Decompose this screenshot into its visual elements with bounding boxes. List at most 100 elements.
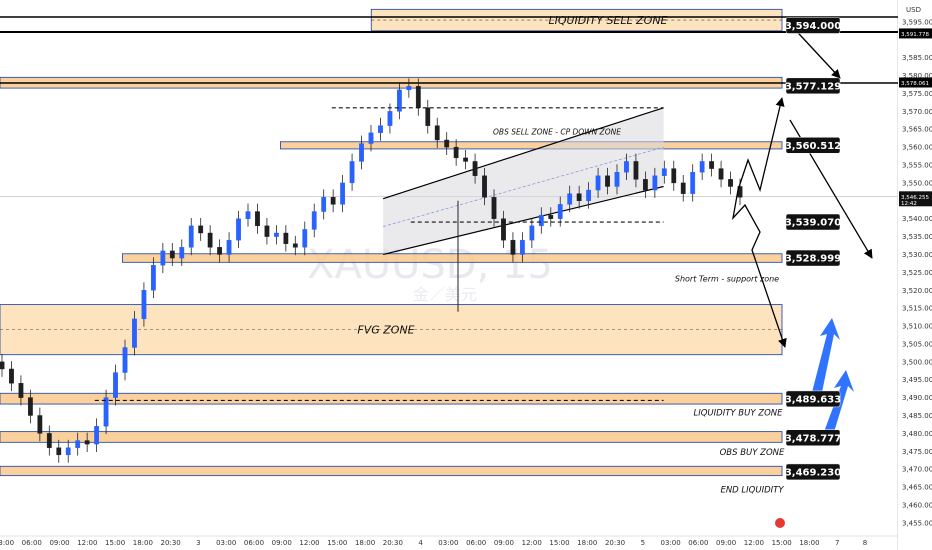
time-tick-label: 15:00 bbox=[327, 539, 347, 547]
time-tick-label: 4 bbox=[418, 539, 423, 547]
candle-bull bbox=[273, 232, 279, 237]
time-tick-label: 03:00 bbox=[438, 539, 458, 547]
currency-label: USD bbox=[906, 6, 921, 14]
time-tick-label: 3 bbox=[196, 539, 200, 547]
price-axis[interactable]: USD 3,595.000 3,585.000 3,580.000 3,575.000 3… bbox=[898, 0, 932, 550]
candle-bull bbox=[236, 218, 241, 241]
time-tick-label: 06:00 bbox=[688, 539, 708, 547]
candle-bear bbox=[633, 161, 639, 180]
channel-lower-line bbox=[383, 185, 664, 256]
level-box-bg bbox=[785, 17, 841, 34]
zone-label-3: Short Term - support zone bbox=[675, 274, 779, 283]
zone-label-6: OBS BUY ZONE bbox=[720, 448, 785, 458]
blue-up-arrow-0 bbox=[810, 318, 840, 402]
level-box-bg bbox=[785, 390, 841, 408]
time-tick-label: 18:00 bbox=[577, 539, 597, 547]
candle-bull bbox=[188, 225, 194, 248]
candle-bull bbox=[226, 239, 232, 255]
candle-bull bbox=[340, 182, 346, 205]
candle-bear bbox=[169, 250, 175, 259]
level-box-bg bbox=[785, 77, 841, 95]
candle-bear bbox=[576, 193, 582, 202]
price-tick-label: 3,550.000 bbox=[902, 179, 932, 187]
time-axis[interactable]: 03:00 06:00 09:00 12:00 15:00 18:00 20:30 3 03:0… bbox=[0, 518, 867, 547]
candle-bull bbox=[538, 214, 544, 227]
time-tick-label: 15:00 bbox=[105, 539, 125, 547]
watermark-sub: 金／美元 bbox=[413, 285, 477, 304]
candle-bear bbox=[510, 239, 516, 255]
channel-fill bbox=[383, 107, 664, 255]
price-tick-label: 3,465.000 bbox=[902, 484, 932, 492]
candle-bull bbox=[122, 347, 128, 373]
candle-bear bbox=[491, 197, 497, 219]
price-tick-label: 3,505.000 bbox=[902, 340, 932, 348]
zone-label-5: LIQUIDITY BUY ZONE bbox=[694, 408, 784, 418]
level-box-4: 3,528.999 bbox=[785, 249, 841, 267]
economic-event-icon bbox=[775, 518, 785, 528]
candle-bull bbox=[103, 397, 109, 427]
candle-bull bbox=[614, 171, 620, 187]
price-highlight-bg bbox=[899, 191, 932, 207]
candle-bull bbox=[624, 161, 629, 173]
candle-bull bbox=[557, 204, 563, 219]
candle-bear bbox=[27, 397, 33, 416]
candle-bear bbox=[264, 225, 270, 237]
candle-bull bbox=[396, 89, 402, 112]
time-tick-label: 03:00 bbox=[660, 539, 680, 547]
candle-bull bbox=[141, 290, 147, 320]
candle-bear bbox=[84, 440, 90, 445]
candle-bull bbox=[699, 161, 705, 173]
zones bbox=[0, 8, 898, 477]
price-tick-label: 3,495.000 bbox=[902, 376, 932, 384]
price-tick-label: 3,595.000 bbox=[902, 18, 932, 26]
candle-bull bbox=[179, 247, 185, 259]
dashed-lines bbox=[94, 107, 664, 402]
price-tick-label: 3,575.000 bbox=[902, 90, 932, 98]
time-tick-label: 09:00 bbox=[494, 539, 514, 547]
price-tick-label: 3,515.000 bbox=[902, 305, 932, 313]
zone-2 bbox=[280, 141, 783, 150]
zone-label-7: END LIQUIDITY bbox=[720, 485, 784, 495]
candle-bear bbox=[207, 232, 213, 248]
candle-bear bbox=[292, 243, 298, 248]
level-box-value: 3,560.512 bbox=[785, 141, 841, 152]
channel bbox=[382, 107, 664, 256]
candle-bull bbox=[245, 211, 251, 219]
price-tick-label: 3,530.000 bbox=[902, 251, 932, 259]
price-highlight-bg bbox=[899, 77, 932, 88]
candle-bear bbox=[425, 107, 431, 126]
candle-bear bbox=[9, 368, 14, 384]
price-tick-label: 3,560.000 bbox=[902, 144, 932, 152]
time-tick-label: 20:30 bbox=[161, 539, 181, 547]
candle-bull bbox=[75, 440, 81, 448]
candle-bull bbox=[519, 239, 525, 255]
price-tick-label: 3,490.000 bbox=[902, 394, 932, 402]
price-tick-label: 3,520.000 bbox=[902, 287, 932, 295]
candle-bear bbox=[453, 146, 459, 159]
candle-bear bbox=[283, 232, 289, 244]
candle-bear bbox=[482, 175, 487, 198]
price-tick-label: 3,470.000 bbox=[902, 466, 932, 474]
candle-bear bbox=[18, 383, 24, 398]
candle-bull bbox=[586, 189, 592, 202]
time-tick-label: 09:00 bbox=[272, 539, 292, 547]
zone-labels: LIQUIDITY SELL ZONE OBS SELL ZONE - CP DO… bbox=[357, 14, 785, 495]
candle-bull bbox=[160, 250, 166, 266]
candles bbox=[0, 78, 743, 463]
projection-arrow-0 bbox=[737, 97, 785, 193]
candle-bear bbox=[463, 157, 469, 162]
time-tick-label: 15:00 bbox=[549, 539, 569, 547]
level-box-6: 3,478.777 bbox=[785, 429, 841, 447]
level-box-value: 3,594.000 bbox=[785, 21, 841, 32]
time-tick-label: 12:00 bbox=[77, 539, 97, 547]
time-tick-label: 20:30 bbox=[383, 539, 403, 547]
candle-bear bbox=[680, 182, 686, 194]
candle-bull bbox=[368, 132, 374, 144]
level-box-bg bbox=[785, 463, 841, 481]
candle-bear bbox=[415, 86, 421, 108]
candle-bear bbox=[198, 225, 204, 234]
candle-bull bbox=[311, 211, 317, 230]
price-tick-label: 3,585.000 bbox=[902, 54, 932, 62]
price-tick-label: 3,580.000 bbox=[902, 72, 932, 80]
